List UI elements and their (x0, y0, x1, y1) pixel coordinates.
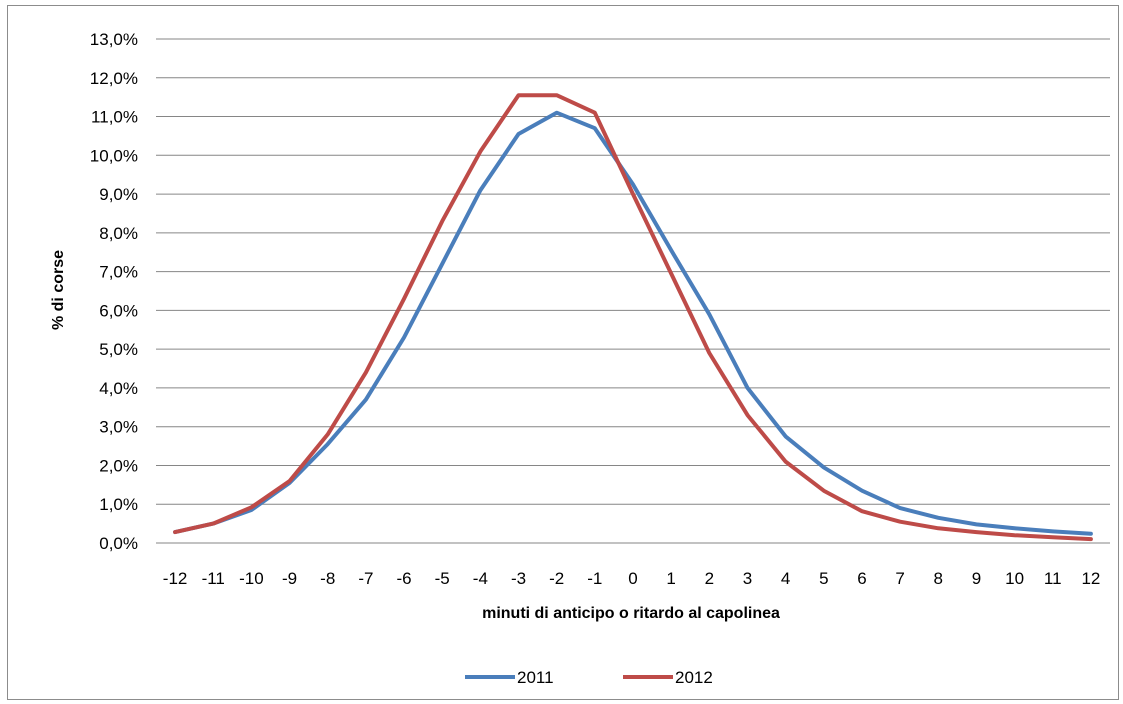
x-tick-label: -7 (358, 569, 373, 588)
series-line-2011 (173, 110, 1093, 536)
y-tick-label: 8,0% (99, 224, 138, 243)
x-tick-label: 1 (666, 569, 675, 588)
y-tick-label: 10,0% (90, 146, 138, 165)
x-tick-label: 3 (743, 569, 752, 588)
y-tick-label: 2,0% (99, 456, 138, 475)
y-tick-label: 12,0% (90, 69, 138, 88)
legend-label-2012: 2012 (675, 668, 713, 687)
y-tick-label: 0,0% (99, 534, 138, 553)
x-tick-label: -10 (239, 569, 264, 588)
x-axis-title: minuti di anticipo o ritardo al capoline… (482, 605, 780, 622)
gridlines (156, 38, 1110, 505)
y-tick-label: 5,0% (99, 340, 138, 359)
y-tick-label: 4,0% (99, 379, 138, 398)
x-tick-label: 6 (857, 569, 866, 588)
y-axis-title: % di corse (50, 250, 67, 330)
x-tick-label: -1 (587, 569, 602, 588)
x-tick-label: 10 (1005, 569, 1024, 588)
series-line-2012 (173, 93, 1093, 542)
series-lines (173, 93, 1093, 542)
y-axis-tick-labels: 0,0% 1,0% 2,0% 3,0% 4,0% 5,0% 6,0% 7,0% 8,0% 9,0%… (90, 30, 138, 553)
x-tick-label: -12 (163, 569, 188, 588)
y-tick-label: 9,0% (99, 185, 138, 204)
y-tick-label: 11,0% (91, 108, 138, 127)
x-tick-label: -9 (282, 569, 297, 588)
x-tick-label: 12 (1081, 569, 1100, 588)
legend-label-2011: 2011 (517, 668, 554, 687)
x-tick-label: -4 (473, 569, 488, 588)
chart-frame (7, 5, 1119, 700)
y-tick-label: 13,0% (90, 30, 138, 49)
y-tick-label: 7,0% (99, 263, 138, 282)
x-tick-label: -2 (549, 569, 564, 588)
x-axis-tick-labels: -12 -11 -10 -9 -8 -7 -6 -5 -4 -3 -2 -1 0 1 2 3 4 5 6 7 8 9 10 1… (163, 569, 1101, 588)
x-tick-label: -11 (202, 569, 225, 588)
x-tick-label: -6 (396, 569, 411, 588)
x-tick-label: 0 (628, 569, 637, 588)
x-tick-label: 11 (1044, 569, 1062, 588)
x-tick-label: 9 (972, 569, 981, 588)
x-tick-label: 5 (819, 569, 828, 588)
x-tick-label: -3 (511, 569, 526, 588)
y-tick-label: 1,0% (99, 495, 138, 514)
x-tick-label: -8 (320, 569, 335, 588)
x-tick-label: -5 (435, 569, 450, 588)
y-tick-label: 6,0% (99, 301, 138, 320)
x-tick-label: 7 (895, 569, 904, 588)
x-tick-label: 2 (705, 569, 714, 588)
y-tick-label: 3,0% (99, 418, 138, 437)
legend: 2011 2012 (465, 668, 713, 687)
x-tick-label: 4 (781, 569, 790, 588)
x-tick-label: 8 (934, 569, 943, 588)
